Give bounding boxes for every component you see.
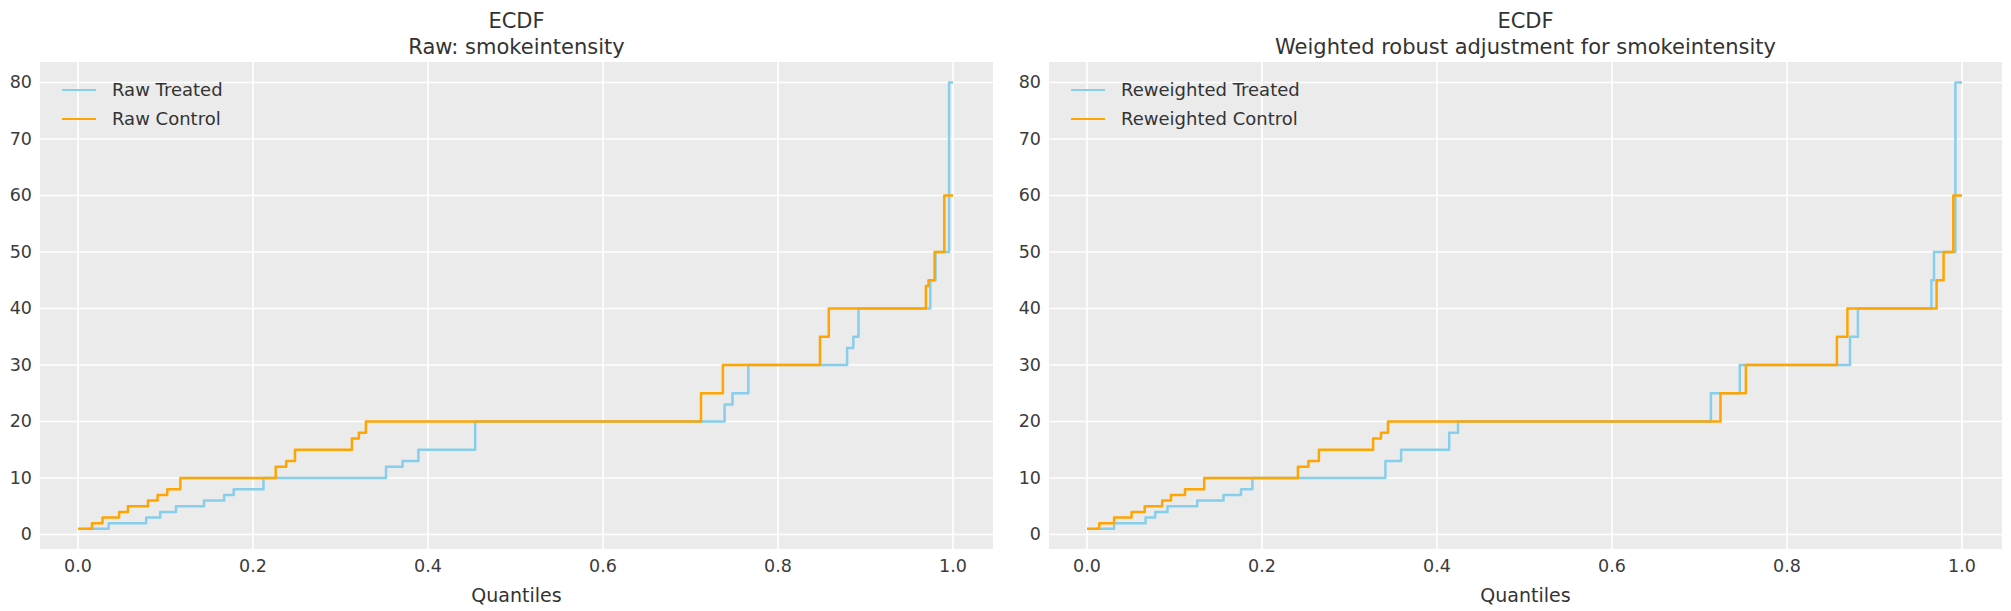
x-tick-label: 0.6 [573,555,633,577]
plot-title: ECDF Weighted robust adjustment for smok… [1049,8,2002,60]
figure-canvas: ECDF Raw: smokeintensity Raw Treated Raw… [0,0,2011,611]
x-axis-label: Quantiles [40,584,993,606]
legend-line-swatch [62,89,96,91]
x-tick-label: 0.6 [1582,555,1642,577]
x-tick-label: 0.8 [1757,555,1817,577]
x-tick-label: 0.0 [48,555,108,577]
y-tick-label: 0 [999,523,1041,545]
y-tick-label: 60 [0,184,32,206]
legend-label: Reweighted Treated [1121,79,1300,100]
y-tick-label: 50 [999,241,1041,263]
y-tick-label: 70 [999,128,1041,150]
plot-area: Reweighted Treated Reweighted Control [1049,62,2002,549]
x-tick-label: 0.4 [1407,555,1467,577]
x-tick-label: 0.4 [398,555,458,577]
legend-item-treated: Reweighted Treated [1061,75,1300,104]
x-tick-label: 1.0 [923,555,983,577]
y-tick-label: 10 [0,467,32,489]
legend-item-treated: Raw Treated [52,75,223,104]
x-tick-label: 1.0 [1932,555,1992,577]
ecdf-plot-raw: ECDF Raw: smokeintensity Raw Treated Raw… [40,0,993,611]
chart-svg [40,62,993,549]
series-line-reweighted-treated [1096,83,1962,529]
series-line-reweighted-control [1087,196,1962,529]
series-line-raw-treated [87,83,953,529]
legend-item-control: Reweighted Control [1061,104,1300,133]
legend-line-swatch [62,118,96,120]
legend-label: Raw Control [112,108,221,129]
y-tick-label: 0 [0,523,32,545]
legend: Raw Treated Raw Control [52,75,223,133]
x-tick-label: 0.0 [1057,555,1117,577]
y-tick-label: 80 [999,71,1041,93]
y-tick-label: 70 [0,128,32,150]
x-tick-label: 0.8 [748,555,808,577]
plot-area: Raw Treated Raw Control [40,62,993,549]
x-tick-label: 0.2 [1232,555,1292,577]
plot-title: ECDF Raw: smokeintensity [40,8,993,60]
plot-title-line1: ECDF [1049,8,2002,34]
y-tick-label: 60 [999,184,1041,206]
legend-label: Reweighted Control [1121,108,1298,129]
plot-title-line2: Raw: smokeintensity [40,34,993,60]
x-axis-label: Quantiles [1049,584,2002,606]
y-tick-label: 40 [0,297,32,319]
series-line-raw-control [78,196,953,529]
legend-item-control: Raw Control [52,104,223,133]
legend-line-swatch [1071,89,1105,91]
y-tick-label: 10 [999,467,1041,489]
x-tick-label: 0.2 [223,555,283,577]
legend-line-swatch [1071,118,1105,120]
y-tick-label: 30 [999,354,1041,376]
y-tick-label: 20 [0,410,32,432]
ecdf-plot-weighted: ECDF Weighted robust adjustment for smok… [1049,0,2002,611]
legend: Reweighted Treated Reweighted Control [1061,75,1300,133]
plot-title-line1: ECDF [40,8,993,34]
plot-title-line2: Weighted robust adjustment for smokeinte… [1049,34,2002,60]
y-tick-label: 80 [0,71,32,93]
y-tick-label: 30 [0,354,32,376]
y-tick-label: 20 [999,410,1041,432]
legend-label: Raw Treated [112,79,223,100]
y-tick-label: 50 [0,241,32,263]
y-tick-label: 40 [999,297,1041,319]
chart-svg [1049,62,2002,549]
